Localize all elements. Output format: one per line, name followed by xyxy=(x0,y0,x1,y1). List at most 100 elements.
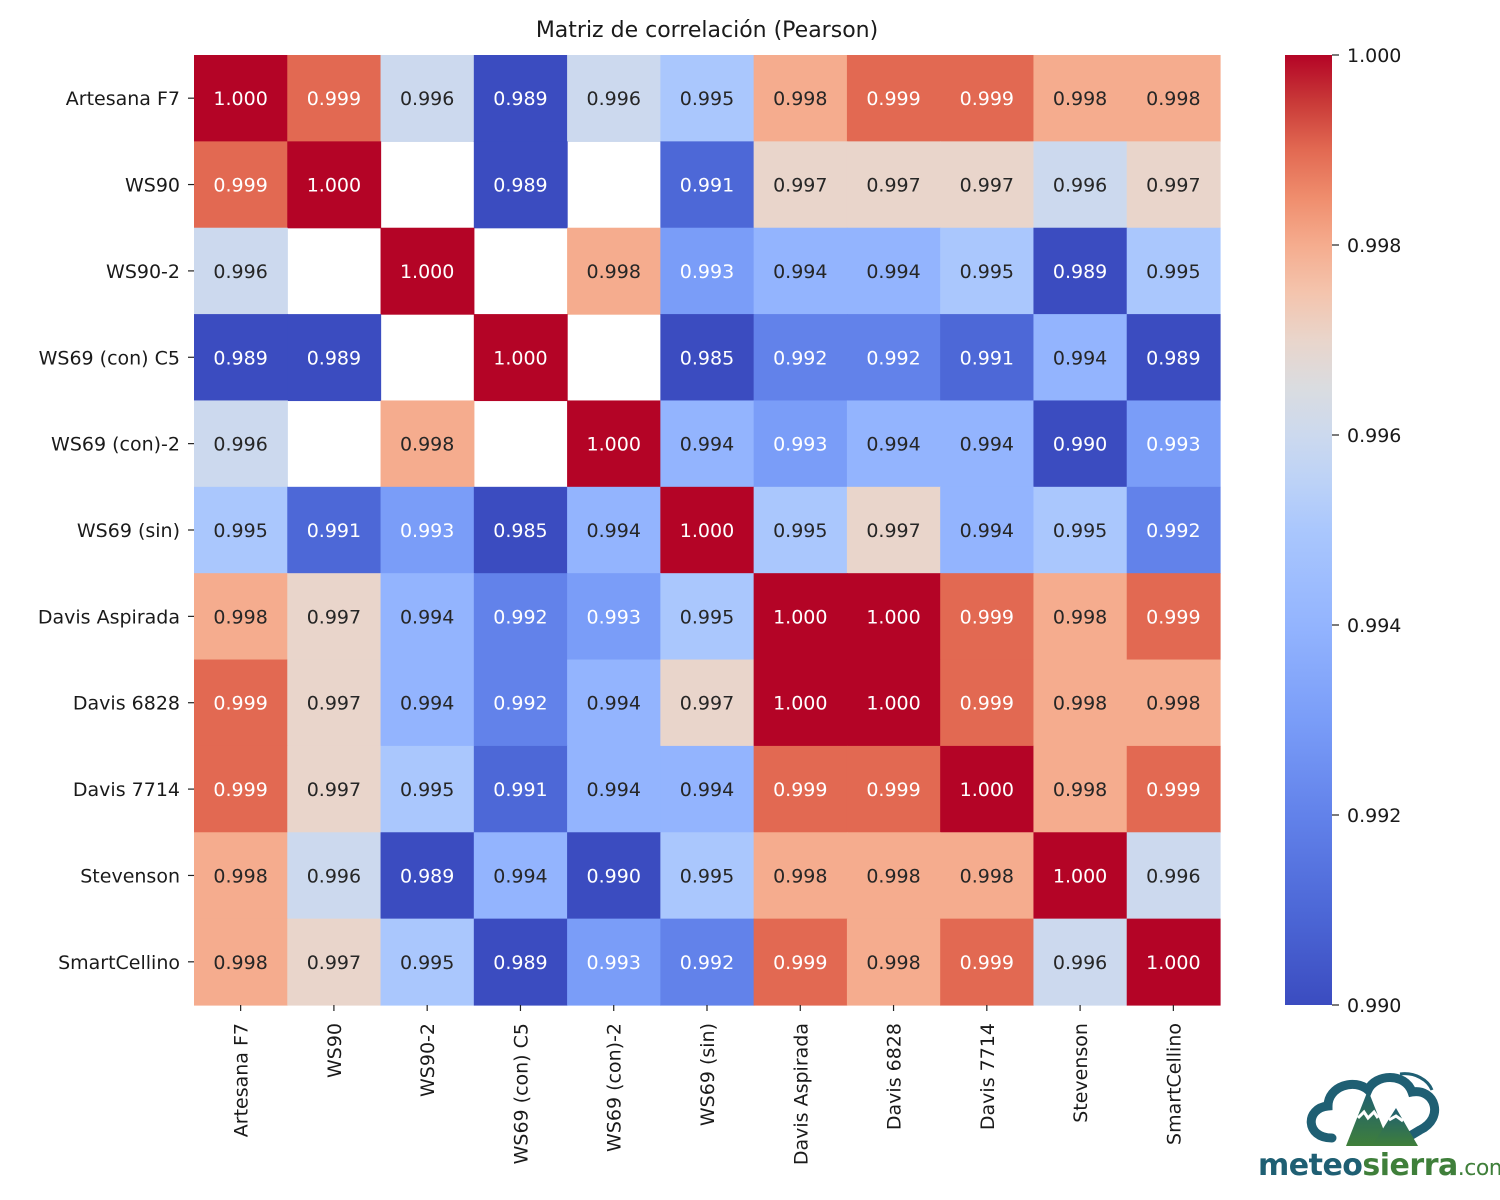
cell-value-label: 0.997 xyxy=(960,175,1014,197)
cell-value-label: 0.998 xyxy=(1053,693,1107,715)
cell-value-label: 0.998 xyxy=(773,88,827,110)
heatmap-cell xyxy=(380,659,475,747)
cell-value-label: 0.996 xyxy=(1053,175,1107,197)
cell-value-label: 0.989 xyxy=(400,865,454,887)
cell-value-label: 0.989 xyxy=(213,347,267,369)
cell-value-label: 0.997 xyxy=(866,175,920,197)
x-axis-labels: Artesana F7 WS90 WS90-2 WS69 (con) C5 WS69 (… xyxy=(231,1005,1185,1165)
heatmap-cell xyxy=(473,659,568,747)
heatmap-cell xyxy=(940,918,1035,1006)
heatmap-cell xyxy=(1126,227,1221,315)
cell-value-label: 0.998 xyxy=(400,434,454,456)
heatmap-cell xyxy=(1033,486,1128,574)
heatmap-cell xyxy=(940,314,1035,402)
y-tick-label: SmartCellino xyxy=(58,952,180,974)
heatmap-cell xyxy=(567,400,661,488)
y-tick-label: Davis 7714 xyxy=(73,779,180,801)
cell-value-label: 0.998 xyxy=(587,261,641,283)
heatmap-cell xyxy=(1126,745,1221,833)
heatmap-cell xyxy=(660,659,755,747)
cell-value-label: 1.000 xyxy=(680,520,734,542)
cell-value-label: 0.994 xyxy=(960,520,1014,542)
cell-value-label: 0.997 xyxy=(680,693,734,715)
y-tick-label: Davis 6828 xyxy=(73,693,180,715)
heatmap-cells: 1.000 0.999 0.996 0.989 0.996 0.995 0.998 0.999… xyxy=(194,55,1221,1006)
cell-value-label: 0.999 xyxy=(960,88,1014,110)
cell-value-label: 0.994 xyxy=(866,261,920,283)
heatmap-cell xyxy=(660,314,755,402)
heatmap-cell xyxy=(660,400,755,488)
heatmap-cell xyxy=(194,918,288,1006)
cloud-mountain-icon xyxy=(1306,1072,1440,1146)
heatmap-cell xyxy=(287,659,382,747)
heatmap-cell xyxy=(846,659,941,747)
heatmap-cell xyxy=(194,573,288,661)
cell-value-label: 0.995 xyxy=(213,520,267,542)
cell-value-label: 0.998 xyxy=(213,952,267,974)
cell-value-label: 1.000 xyxy=(1053,865,1107,887)
heatmap-cell xyxy=(846,227,941,315)
cell-value-label: 0.995 xyxy=(400,952,454,974)
heatmap-cell xyxy=(753,659,848,747)
colorbar-tick-label: 0.994 xyxy=(1347,615,1401,637)
cell-value-label: 0.994 xyxy=(866,434,920,456)
heatmap-cell xyxy=(473,486,568,574)
cell-value-label: 0.994 xyxy=(400,606,454,628)
colorbar: 0.990 0.992 0.994 0.996 0.998 1.000 xyxy=(1285,45,1401,1017)
heatmap-cell xyxy=(1033,832,1128,920)
heatmap-cell xyxy=(753,832,848,920)
x-tick-label: WS69 (con) C5 xyxy=(510,1023,532,1164)
heatmap-cell xyxy=(660,918,755,1006)
heatmap-cell xyxy=(1033,918,1128,1006)
cell-value-label: 0.994 xyxy=(773,261,827,283)
heatmap-cell xyxy=(1126,400,1221,488)
cell-value-label: 0.994 xyxy=(587,520,641,542)
heatmap-cell xyxy=(567,832,661,920)
cell-value-label: 0.995 xyxy=(1053,520,1107,542)
cell-value-label: 0.989 xyxy=(307,347,361,369)
heatmap-cell xyxy=(194,486,288,574)
cell-value-label: 0.997 xyxy=(307,779,361,801)
heatmap-cell xyxy=(287,918,382,1006)
cell-value-label: 0.989 xyxy=(493,175,547,197)
cell-value-label: 0.999 xyxy=(866,88,920,110)
chart-title: Matriz de correlación (Pearson) xyxy=(535,18,879,43)
heatmap-cell xyxy=(1033,573,1128,661)
cell-value-label: 1.000 xyxy=(773,693,827,715)
cell-value-label: 0.993 xyxy=(680,261,734,283)
cell-value-label: 0.999 xyxy=(1146,606,1200,628)
cell-value-label: 0.995 xyxy=(400,779,454,801)
cell-value-label: 1.000 xyxy=(866,693,920,715)
heatmap-cell xyxy=(194,227,288,315)
heatmap-cell xyxy=(567,573,661,661)
heatmap-cell xyxy=(380,227,475,315)
heatmap-cell xyxy=(1126,832,1221,920)
heatmap-cell xyxy=(1033,314,1128,402)
heatmap-cell xyxy=(660,573,755,661)
cell-value-label: 0.997 xyxy=(1146,175,1200,197)
cell-value-label: 0.997 xyxy=(773,175,827,197)
cell-value-label: 0.990 xyxy=(587,865,641,887)
cell-value-label: 1.000 xyxy=(493,347,547,369)
heatmap-cell xyxy=(287,745,382,833)
cell-value-label: 1.000 xyxy=(587,434,641,456)
heatmap-cell xyxy=(380,400,475,488)
heatmap-cell xyxy=(660,55,755,142)
heatmap-cell xyxy=(194,400,288,488)
cell-value-label: 0.992 xyxy=(493,606,547,628)
cell-value-label: 0.996 xyxy=(1053,952,1107,974)
cell-value-label: 0.998 xyxy=(960,865,1014,887)
heatmap-cell xyxy=(846,55,941,142)
heatmap-cell xyxy=(567,486,661,574)
cell-value-label: 0.994 xyxy=(493,865,547,887)
heatmap-cell xyxy=(753,227,848,315)
heatmap-cell xyxy=(1126,141,1221,229)
cell-value-label: 0.991 xyxy=(960,347,1014,369)
heatmap-cell xyxy=(194,314,288,402)
heatmap-cell xyxy=(940,659,1035,747)
heatmap-cell xyxy=(753,400,848,488)
cell-value-label: 0.994 xyxy=(680,434,734,456)
heatmap-cell xyxy=(660,227,755,315)
cell-value-label: 0.997 xyxy=(307,693,361,715)
cell-value-label: 0.994 xyxy=(1053,347,1107,369)
